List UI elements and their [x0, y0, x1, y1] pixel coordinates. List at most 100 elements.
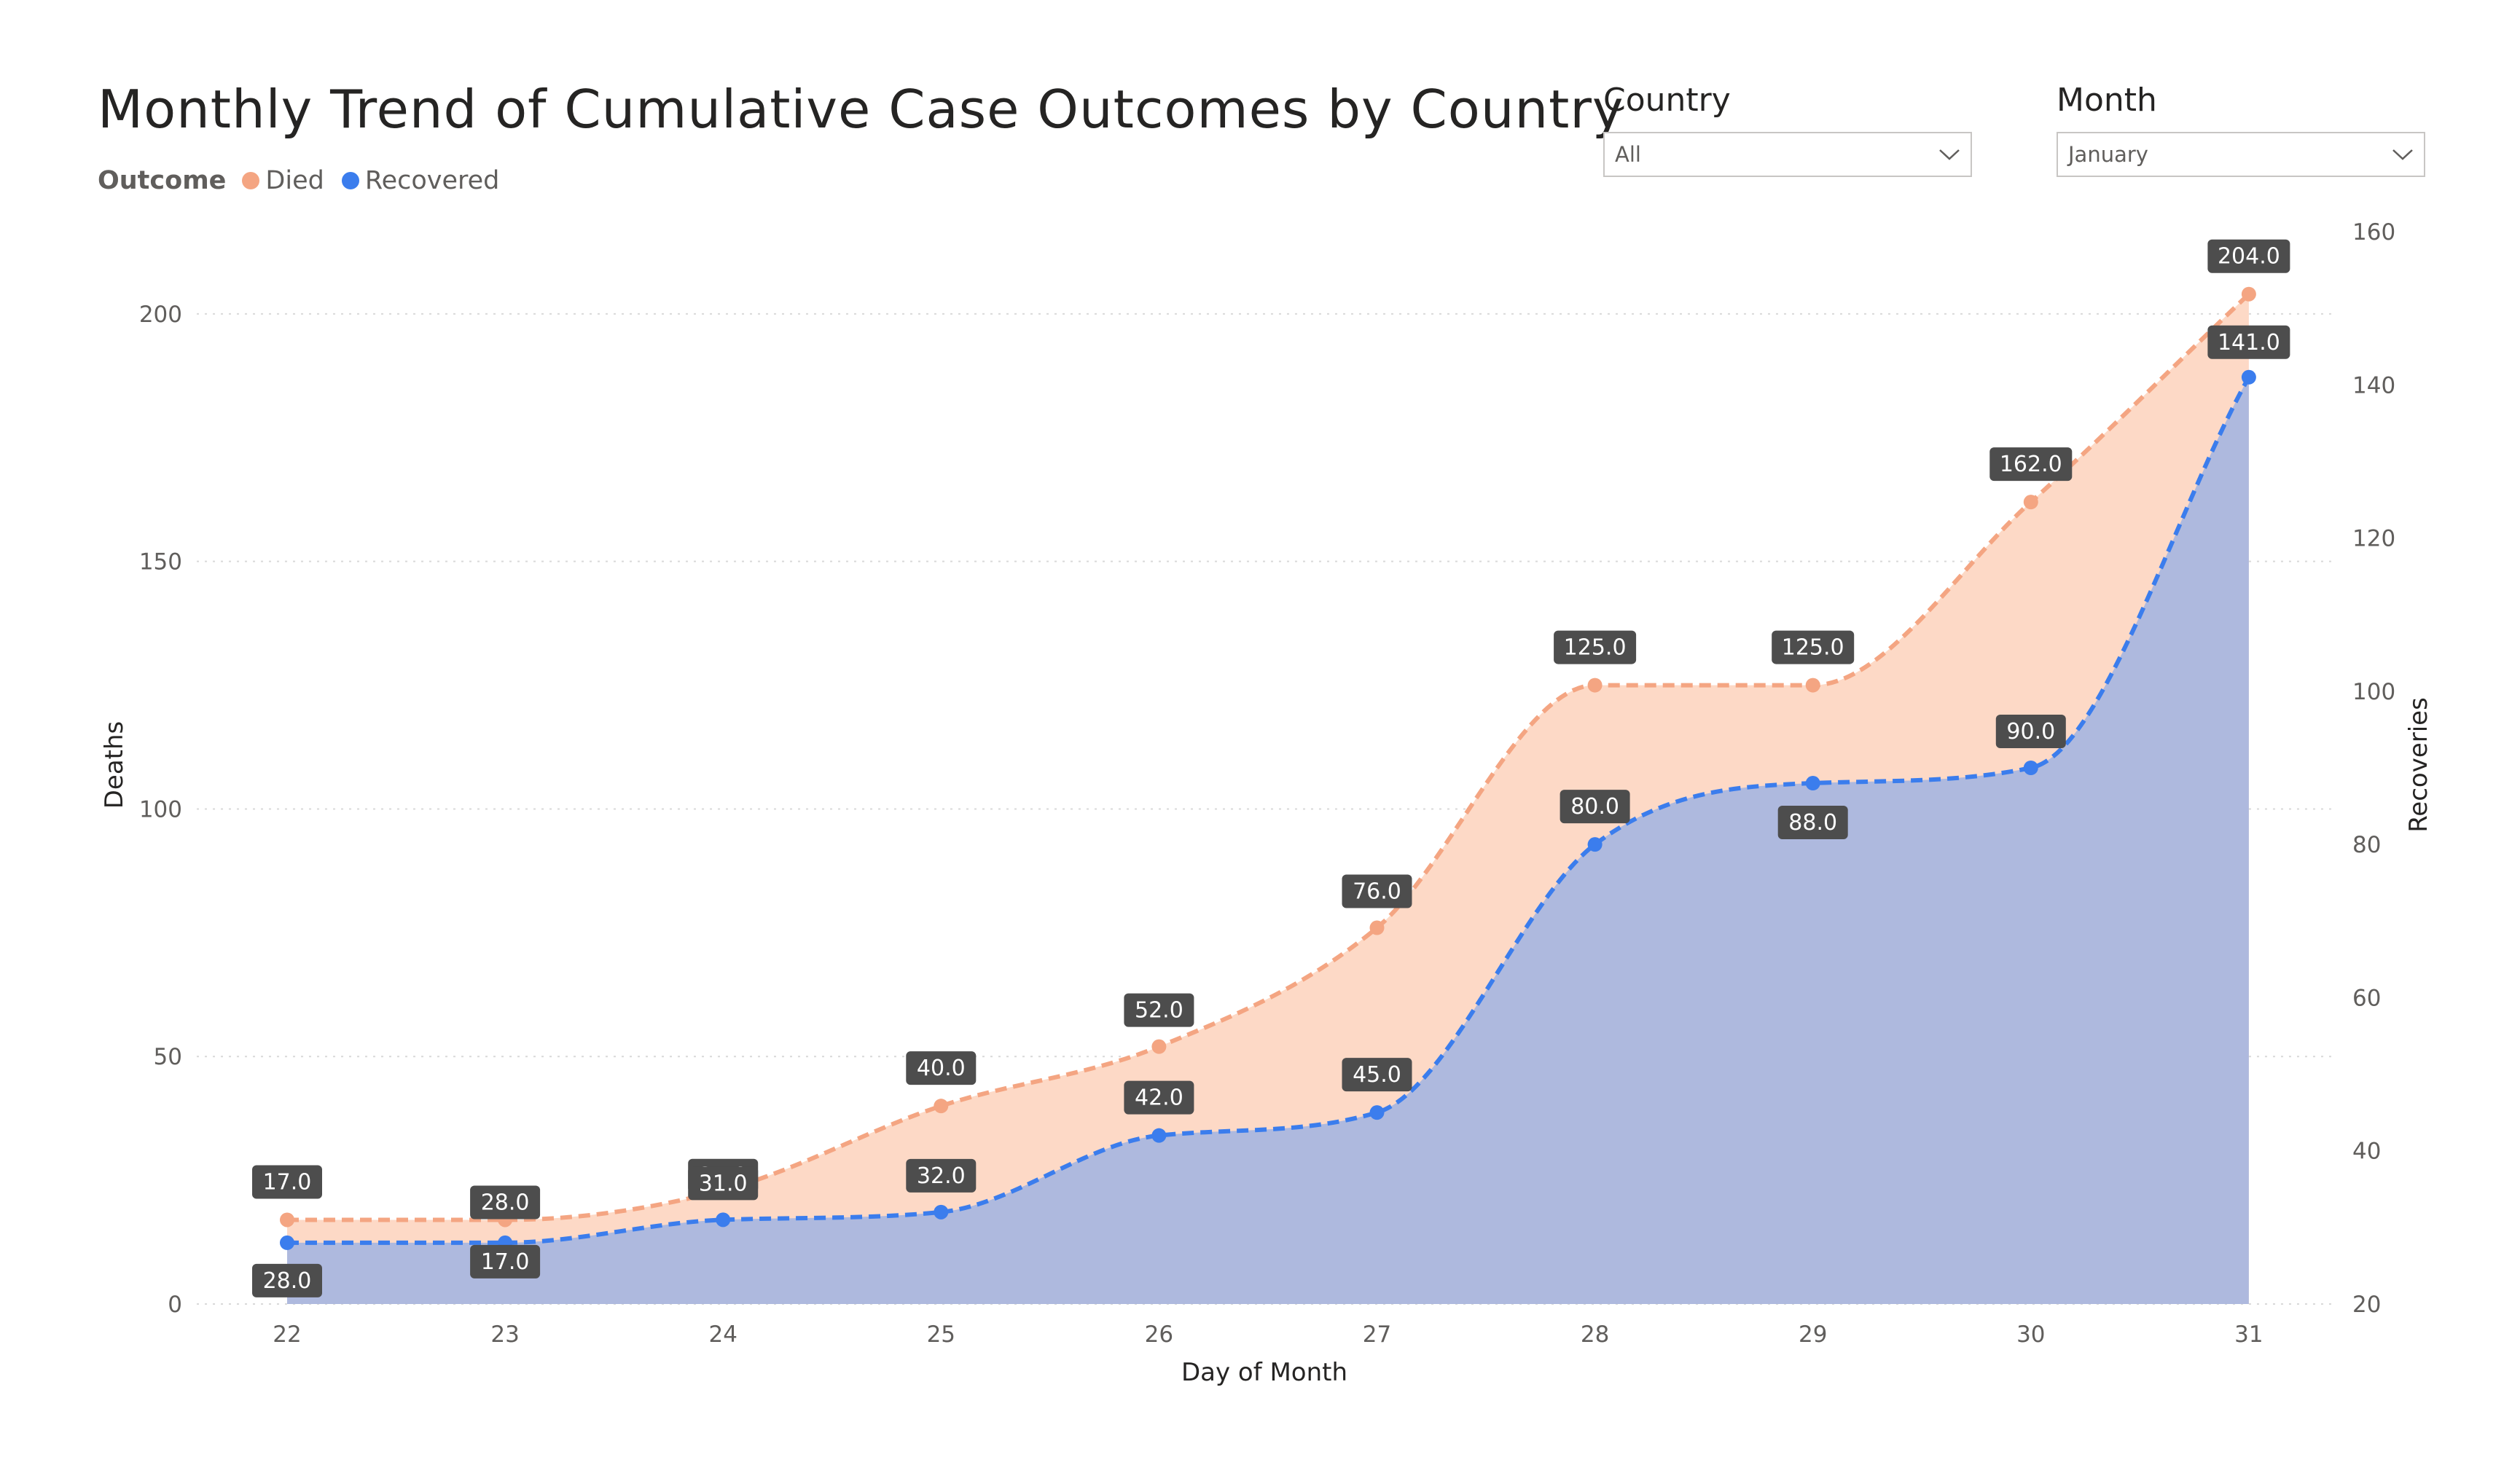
recovered-data-label-text: 90.0	[2006, 719, 2055, 745]
died-data-label-text: 204.0	[2218, 244, 2280, 270]
died-data-label: 52.0	[1124, 993, 1194, 1027]
died-data-label-box	[2207, 239, 2290, 273]
died-point	[280, 1212, 294, 1228]
y2-tick-label: 80	[2352, 832, 2381, 858]
recovered-area	[287, 377, 2249, 1304]
died-point	[1805, 678, 1820, 693]
died-data-label-text: 28.0	[481, 1190, 530, 1215]
month-dropdown-value: January	[2068, 142, 2148, 167]
legend-title: Outcome	[98, 166, 227, 195]
died-data-label-box	[1989, 447, 2073, 482]
died-data-label-text: 17.0	[263, 1169, 312, 1195]
died-point	[2023, 495, 2038, 510]
x-tick-label: 24	[708, 1321, 737, 1348]
x-axis-title: Day of Month	[1181, 1358, 1347, 1387]
recovered-data-label-text: 42.0	[1135, 1085, 1183, 1111]
country-dropdown-value: All	[1615, 142, 1641, 167]
recovered-data-label-box	[1777, 806, 1848, 840]
x-tick-label: 31	[2234, 1321, 2263, 1348]
recovered-point	[2241, 369, 2256, 385]
x-tick-label: 22	[273, 1321, 301, 1348]
country-slicer: Country All	[1603, 82, 1972, 177]
y-tick-label: 50	[154, 1044, 182, 1070]
y2-tick-label: 20	[2352, 1292, 2381, 1318]
died-data-label-box	[470, 1185, 541, 1220]
recovered-data-label-box	[688, 1166, 759, 1201]
recovered-data-label-text: 45.0	[1353, 1062, 1401, 1088]
died-point	[1587, 678, 1603, 693]
died-data-label: 162.0	[1989, 447, 2073, 482]
month-dropdown[interactable]: January	[2057, 132, 2425, 177]
area-layer	[287, 294, 2249, 1304]
data-labels: 17.028.024.040.052.076.0125.0125.0162.02…	[252, 239, 2290, 1297]
x-tick-label: 23	[490, 1321, 519, 1348]
recovered-point	[716, 1212, 731, 1228]
x-tick-label: 25	[927, 1321, 955, 1348]
y-tick-label: 0	[168, 1292, 182, 1318]
chart-title: Monthly Trend of Cumulative Case Outcome…	[98, 79, 1624, 140]
recovered-data-label-box	[906, 1158, 977, 1193]
died-data-label: 125.0	[1772, 630, 1855, 664]
recovered-data-label: 80.0	[1560, 790, 1630, 824]
country-slicer-label: Country	[1603, 82, 1731, 119]
legend-died-marker	[242, 172, 260, 189]
recovered-data-label-text: 17.0	[481, 1249, 530, 1275]
recovered-data-label-text: 80.0	[1570, 794, 1619, 820]
recovered-data-label-text: 32.0	[917, 1163, 966, 1189]
legend-item-died[interactable]: Died	[242, 166, 324, 195]
recovered-data-label-box	[1124, 1080, 1194, 1115]
died-data-label: 28.0	[470, 1185, 541, 1220]
x-tick-label: 28	[1581, 1321, 1609, 1348]
died-data-label-box	[252, 1165, 322, 1199]
died-data-label: 40.0	[906, 1051, 977, 1085]
month-slicer: Month January	[2057, 82, 2425, 177]
y2-tick-label: 40	[2352, 1139, 2381, 1165]
recovered-line	[287, 376, 2251, 1245]
died-line	[286, 292, 2250, 1222]
x-tick-label: 30	[2016, 1321, 2045, 1348]
axes: 0 50 100 150 200 20 40 60 80 100 120 140 160 22 23 24 25…	[100, 219, 2433, 1387]
died-data-label-box	[1124, 993, 1194, 1027]
died-point	[1151, 1039, 1167, 1054]
died-data-label-text: 125.0	[1564, 635, 1627, 661]
x-tick-label: 29	[1799, 1321, 1827, 1348]
chevron-down-icon	[1939, 149, 1960, 160]
died-data-label-text: 40.0	[917, 1056, 966, 1081]
recovered-point	[1805, 776, 1820, 791]
recovered-point	[934, 1204, 949, 1220]
y2-axis-title: Recoveries	[2404, 697, 2433, 833]
legend-died-label: Died	[265, 166, 324, 195]
y2-tick-label: 100	[2352, 679, 2395, 705]
recovered-data-label: 45.0	[1342, 1058, 1412, 1092]
died-data-label-text: 76.0	[1353, 879, 1401, 905]
recovered-data-label-text: 141.0	[2218, 330, 2280, 356]
died-point	[934, 1099, 949, 1114]
died-data-label-text: 52.0	[1135, 998, 1183, 1024]
recovered-data-label: 141.0	[2207, 325, 2290, 359]
chevron-down-icon	[2392, 149, 2413, 160]
died-data-label-box	[1772, 630, 1855, 664]
recovered-data-label-text: 88.0	[1788, 810, 1837, 836]
legend-recovered-label: Recovered	[364, 166, 500, 195]
recovered-data-label: 32.0	[906, 1158, 977, 1193]
country-dropdown[interactable]: All	[1603, 132, 1972, 177]
legend-item-recovered[interactable]: Recovered	[341, 166, 500, 195]
died-data-label: 17.0	[252, 1165, 322, 1199]
recovered-point	[280, 1235, 294, 1250]
recovered-point	[1587, 837, 1603, 852]
died-data-label: 204.0	[2207, 239, 2290, 273]
died-data-label: 76.0	[1342, 874, 1412, 908]
legend-recovered-marker	[341, 172, 359, 189]
died-data-label-box	[1554, 630, 1637, 664]
died-data-label: 125.0	[1554, 630, 1637, 664]
recovered-data-label: 88.0	[1777, 806, 1848, 840]
recovered-data-label-box	[1560, 790, 1630, 824]
recovered-data-label-box	[1342, 1058, 1412, 1092]
recovered-data-label-text: 31.0	[699, 1171, 748, 1196]
recovered-point	[1151, 1128, 1167, 1143]
recovered-data-label-box	[470, 1244, 541, 1279]
died-point	[2241, 286, 2256, 302]
x-tick-label: 26	[1145, 1321, 1173, 1348]
recovered-data-label-box	[2207, 325, 2290, 359]
